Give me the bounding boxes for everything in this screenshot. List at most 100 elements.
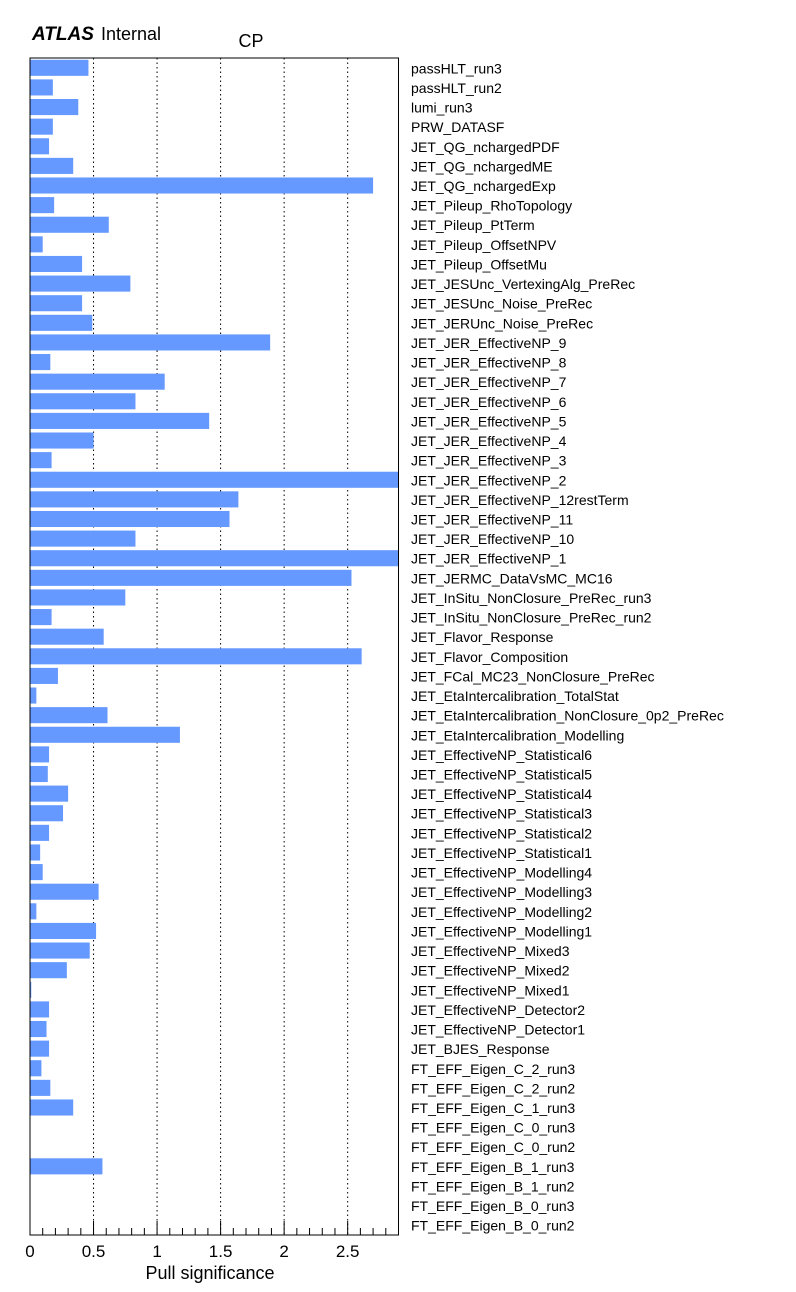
bar (30, 177, 374, 194)
bar (30, 393, 136, 410)
category-label: JET_JER_EffectiveNP_7 (411, 374, 567, 390)
bar (30, 79, 53, 96)
bar (30, 255, 83, 273)
chart-title: CP (238, 31, 263, 51)
bar (30, 687, 37, 704)
bar (30, 98, 79, 116)
category-label: JET_JESUnc_Noise_PreRec (411, 296, 592, 312)
category-label: JET_Pileup_OffsetNPV (411, 237, 557, 253)
category-label: JET_EffectiveNP_Modelling4 (411, 865, 592, 881)
bar (30, 452, 52, 469)
category-label: JET_Flavor_Response (411, 629, 554, 645)
category-label: JET_JERMC_DataVsMC_MC16 (411, 570, 613, 586)
bar (30, 589, 126, 606)
x-tick-label: 1 (152, 1242, 161, 1261)
bar (30, 314, 93, 331)
category-label: lumi_run3 (411, 100, 473, 116)
atlas-label: ATLAS (31, 24, 94, 45)
bar (30, 903, 37, 920)
category-label: JET_JER_EffectiveNP_3 (411, 453, 567, 469)
bar (30, 922, 97, 939)
category-label: JET_JER_EffectiveNP_4 (411, 433, 567, 449)
bar (30, 138, 50, 155)
bar (30, 1060, 42, 1077)
bar (30, 864, 43, 881)
category-label: JET_EtaIntercalibration_Modelling (411, 727, 624, 743)
bar (30, 1158, 103, 1175)
category-label: FT_EFF_Eigen_C_2_run2 (411, 1080, 575, 1096)
x-tick-label: 0 (25, 1242, 34, 1261)
category-label: passHLT_run3 (411, 60, 502, 76)
bar (30, 609, 52, 626)
bar (30, 569, 352, 586)
category-label: JET_Pileup_PtTerm (411, 217, 535, 233)
bar (30, 471, 399, 488)
bar (30, 785, 69, 802)
bar (30, 883, 99, 900)
bar (30, 550, 399, 567)
bar (30, 648, 362, 665)
category-label: JET_JESUnc_VertexingAlg_PreRec (411, 276, 635, 292)
category-label: JET_FCal_MC23_NonClosure_PreRec (411, 668, 655, 684)
category-label: JET_Pileup_RhoTopology (411, 198, 572, 214)
category-label: FT_EFF_Eigen_C_2_run3 (411, 1061, 575, 1077)
bar (30, 1079, 51, 1096)
bar (30, 295, 83, 312)
bar (30, 824, 50, 841)
category-label: JET_EffectiveNP_Mixed2 (411, 963, 570, 979)
bar (30, 412, 210, 429)
plot-frame (29, 57, 399, 1236)
bar (30, 942, 90, 959)
bar (30, 334, 271, 351)
x-tick-label: 0.5 (82, 1242, 106, 1261)
bar (30, 491, 239, 508)
bar (30, 707, 108, 724)
x-axis-ticks (29, 1221, 387, 1235)
x-tick-label: 2 (279, 1242, 288, 1261)
bar (30, 275, 131, 292)
bar (30, 216, 109, 233)
bar (30, 962, 67, 979)
category-label: JET_Flavor_Composition (411, 649, 568, 665)
bar (30, 373, 165, 390)
x-tick-label: 1.5 (209, 1242, 233, 1261)
grid-lines (93, 58, 349, 1235)
category-label: JET_EffectiveNP_Modelling1 (411, 923, 592, 939)
atlas-status-label: Internal (101, 24, 161, 44)
bar (30, 59, 89, 76)
category-label: JET_Pileup_OffsetMu (411, 256, 547, 272)
bar (30, 981, 32, 998)
bar (30, 1099, 74, 1116)
bar (30, 726, 180, 743)
category-label: JET_EffectiveNP_Statistical1 (411, 845, 592, 861)
category-label: JET_InSitu_NonClosure_PreRec_run2 (411, 610, 652, 626)
bar (30, 197, 55, 214)
category-label: JET_JER_EffectiveNP_5 (411, 413, 567, 429)
category-label: JET_QG_nchargedExp (411, 178, 556, 194)
category-label: JET_JERUnc_Noise_PreRec (411, 315, 593, 331)
category-label: FT_EFF_Eigen_B_0_run3 (411, 1198, 575, 1214)
category-label: JET_JER_EffectiveNP_11 (411, 511, 573, 527)
bar (30, 667, 58, 684)
category-label: FT_EFF_Eigen_B_1_run3 (411, 1159, 575, 1175)
x-axis-label: Pull significance (145, 1263, 274, 1283)
category-label: FT_EFF_Eigen_C_0_run3 (411, 1120, 575, 1136)
category-label: JET_EffectiveNP_Mixed3 (411, 943, 570, 959)
category-label: JET_EtaIntercalibration_TotalStat (411, 688, 619, 704)
bar (30, 236, 43, 253)
bar (30, 1020, 47, 1038)
category-label: JET_EffectiveNP_Mixed1 (411, 982, 570, 998)
category-label: PRW_DATASF (411, 119, 504, 135)
category-label: JET_EffectiveNP_Statistical4 (411, 786, 592, 802)
x-axis-tick-labels: 0 0.5 1 1.5 2 2.5 (25, 1242, 359, 1261)
bar (30, 157, 74, 174)
category-label: JET_EffectiveNP_Detector1 (411, 1022, 585, 1038)
bar (30, 354, 51, 371)
bar (30, 805, 64, 822)
category-label: JET_BJES_Response (411, 1041, 550, 1057)
category-label: JET_JER_EffectiveNP_1 (411, 551, 567, 567)
bar (30, 510, 230, 528)
category-label: JET_JER_EffectiveNP_6 (411, 394, 567, 410)
bar (30, 530, 136, 547)
x-tick-label: 2.5 (336, 1242, 360, 1261)
